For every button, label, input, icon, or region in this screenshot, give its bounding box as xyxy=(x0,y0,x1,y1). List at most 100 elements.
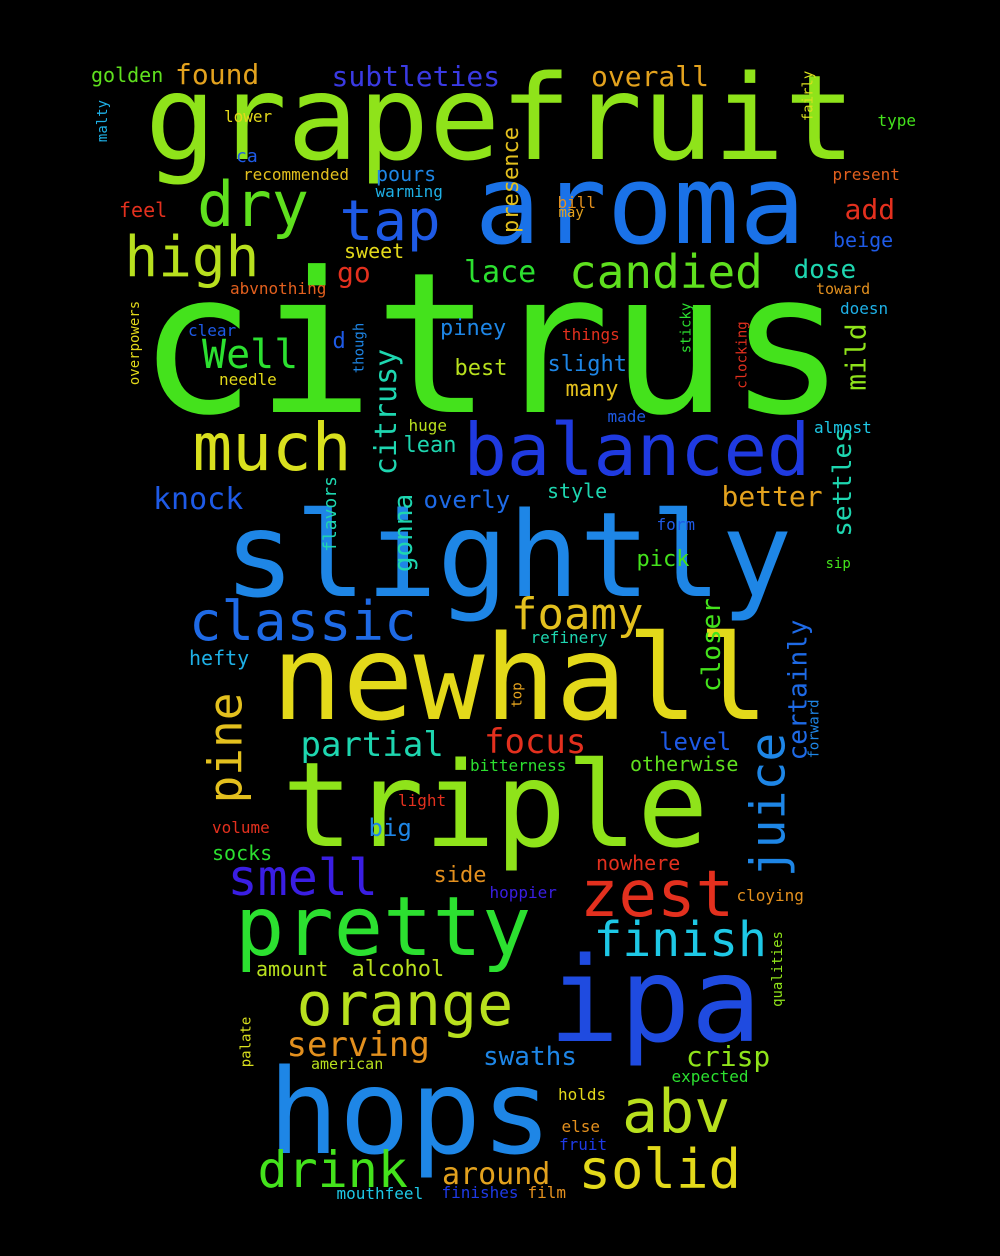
word-style: style xyxy=(547,479,608,503)
word-side: side xyxy=(433,863,487,888)
word-made: made xyxy=(607,407,647,426)
word-lean: lean xyxy=(403,433,457,458)
word-slight: slight xyxy=(547,352,627,377)
word-go: go xyxy=(337,256,371,289)
word-better: better xyxy=(721,480,823,513)
word-bill: bill xyxy=(557,193,597,212)
word-d: d xyxy=(332,329,346,354)
word-newhall: newhall xyxy=(271,609,769,747)
word-aroma: aroma xyxy=(474,141,806,269)
word-doesn: doesn xyxy=(840,299,889,318)
word-cloying: cloying xyxy=(736,886,804,905)
word-lace: lace xyxy=(464,255,537,290)
word-things: things xyxy=(562,325,620,344)
word-amount: amount xyxy=(256,957,329,981)
word-hoppier: hoppier xyxy=(489,883,557,902)
word-abv: abv xyxy=(622,1077,731,1147)
word-otherwise: otherwise xyxy=(630,752,739,776)
word-clear: clear xyxy=(188,321,237,340)
word-recommended: recommended xyxy=(243,165,349,184)
word-pours: pours xyxy=(376,162,437,186)
word-volume: volume xyxy=(212,818,270,837)
word-pine: pine xyxy=(197,692,252,804)
word-orange: orange xyxy=(296,970,514,1040)
word-finishes: finishes xyxy=(441,1183,519,1202)
word-swaths: swaths xyxy=(483,1042,577,1072)
word-triple: triple xyxy=(282,736,709,874)
word-fairly: fairly xyxy=(799,70,816,122)
word-needle: needle xyxy=(219,370,277,389)
word-may: may xyxy=(558,205,584,221)
word-mouthfeel: mouthfeel xyxy=(336,1184,424,1203)
word-finish: finish xyxy=(593,912,767,968)
word-knock: knock xyxy=(153,482,244,517)
word-qualities: qualities xyxy=(769,931,786,1007)
word-type: type xyxy=(877,111,917,130)
word-around: around xyxy=(442,1157,551,1192)
word-level: level xyxy=(659,728,732,756)
word-grapefruit: grapefruit xyxy=(145,49,856,187)
word-beige: beige xyxy=(833,228,894,252)
word-subtleties: subtleties xyxy=(331,60,501,93)
word-settles: settles xyxy=(827,427,858,537)
word-american: american xyxy=(311,1054,384,1073)
word-huge: huge xyxy=(408,416,448,435)
word-though: though xyxy=(350,322,367,374)
word-well: Well xyxy=(202,332,299,378)
word-focus: focus xyxy=(484,722,587,762)
word-citrus: citrus xyxy=(138,231,847,459)
word-overpowers: overpowers xyxy=(127,300,144,386)
word-flavors: flavors xyxy=(319,476,341,552)
word-dry: dry xyxy=(197,168,309,241)
word-citrusy: citrusy xyxy=(369,348,405,476)
word-present: present xyxy=(832,165,900,184)
word-top: top xyxy=(509,682,526,708)
word-hops: hops xyxy=(268,1043,553,1181)
word-hefty: hefty xyxy=(189,646,250,670)
word-expected: expected xyxy=(671,1067,749,1086)
word-much: much xyxy=(192,409,352,486)
word-almost: almost xyxy=(814,418,872,437)
word-clocking: clocking xyxy=(734,321,751,389)
word-alcohol: alcohol xyxy=(351,957,445,982)
word-slightly: slightly xyxy=(224,486,793,624)
word-toward: toward xyxy=(816,279,871,298)
word-best: best xyxy=(454,356,508,381)
word-high: high xyxy=(124,225,260,290)
word-dose: dose xyxy=(793,255,857,285)
word-piney: piney xyxy=(440,316,507,341)
word-forward: forward xyxy=(806,699,823,759)
word-classic: classic xyxy=(189,590,417,653)
word-light: light xyxy=(398,791,447,810)
word-warming: warming xyxy=(375,182,443,201)
word-found: found xyxy=(175,58,260,91)
word-overall: overall xyxy=(591,60,710,93)
word-film: film xyxy=(527,1183,567,1202)
word-feel: feel xyxy=(119,198,168,222)
word-tap: tap xyxy=(339,189,441,254)
word-smell: smell xyxy=(227,849,379,907)
word-sticky: sticky xyxy=(677,302,694,354)
word-mild: mild xyxy=(839,323,873,391)
word-drink: drink xyxy=(257,1141,409,1199)
word-nowhere: nowhere xyxy=(596,851,681,875)
word-refinery: refinery xyxy=(530,628,608,647)
word-zest: zest xyxy=(580,858,735,932)
word-gonna: gonna xyxy=(389,493,420,573)
word-malty: malty xyxy=(95,99,112,143)
word-else: else xyxy=(561,1117,601,1136)
word-candied: candied xyxy=(569,245,763,299)
word-socks: socks xyxy=(212,841,273,865)
word-bitterness: bitterness xyxy=(470,756,567,775)
word-golden: golden xyxy=(91,63,164,87)
word-add: add xyxy=(844,193,896,226)
word-presence: presence xyxy=(498,127,524,233)
word-form: form xyxy=(656,515,696,534)
word-palate: palate xyxy=(237,1016,254,1068)
word-abvnothing: abvnothing xyxy=(230,279,327,298)
word-closer: closer xyxy=(696,598,727,692)
word-pretty: pretty xyxy=(235,880,532,975)
word-holds: holds xyxy=(558,1085,607,1104)
word-big: big xyxy=(368,814,412,842)
word-foamy: foamy xyxy=(511,589,644,640)
